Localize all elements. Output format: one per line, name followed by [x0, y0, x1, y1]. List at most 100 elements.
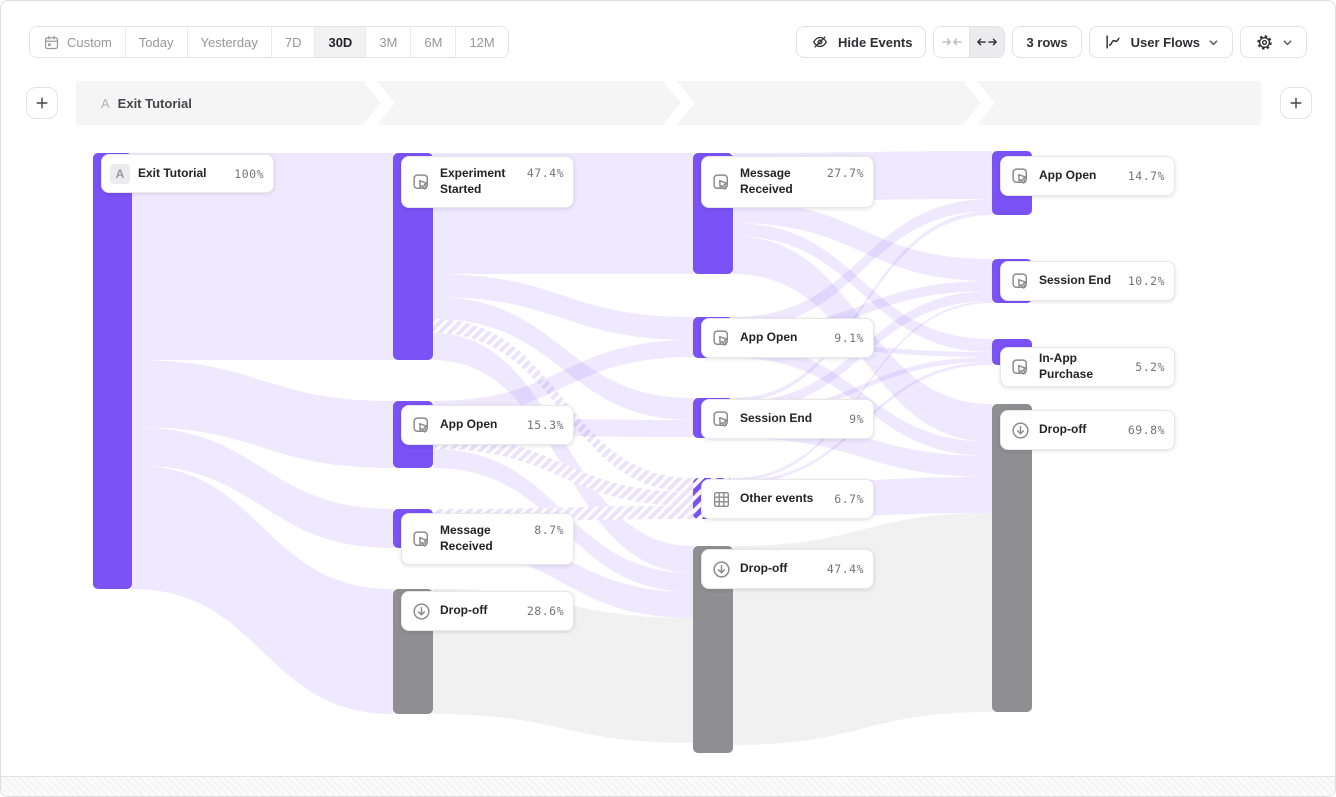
flow-node-app-open[interactable]: App Open 15.3%: [401, 405, 574, 445]
flow-link[interactable]: [733, 199, 992, 329]
flow-node-exit-tutorial[interactable]: A Exit Tutorial 100%: [101, 154, 274, 193]
flow-node-app-open[interactable]: App Open 14.7%: [1000, 156, 1175, 196]
flow-node-label: Other events: [740, 491, 814, 506]
flow-node-label: Session End: [1039, 273, 1112, 288]
hide-events-button[interactable]: Hide Events: [796, 26, 927, 58]
flow-link[interactable]: [433, 435, 693, 506]
view-selector-label: User Flows: [1130, 34, 1200, 50]
step-label-group[interactable]: A Exit Tutorial: [101, 81, 192, 125]
flow-link[interactable]: [733, 357, 992, 417]
step-letter-badge: A: [110, 163, 130, 184]
date-range-label: 12M: [469, 34, 495, 50]
flow-link[interactable]: [733, 211, 992, 402]
date-range-selector: Custom Today Yesterday 7D 30D 3M 6M 12M: [29, 26, 509, 58]
date-range-6m[interactable]: 6M: [411, 27, 457, 57]
flow-node-label: Drop-off: [1039, 422, 1087, 437]
flow-link[interactable]: [433, 340, 693, 418]
flow-node-percent: 47.4%: [826, 562, 864, 576]
date-range-30d[interactable]: 30D: [315, 27, 367, 57]
flow-node-percent: 100%: [234, 166, 264, 181]
hide-events-label: Hide Events: [838, 34, 913, 50]
event-cursor-icon: [710, 408, 732, 430]
flow-node-drop-off[interactable]: Drop-off 47.4%: [701, 549, 874, 589]
flow-node-drop-off[interactable]: Drop-off 28.6%: [401, 591, 574, 631]
flow-node-label: Experiment Started: [440, 166, 506, 196]
date-range-label: Today: [138, 34, 174, 50]
flow-node-app-open[interactable]: App Open 9.1%: [701, 318, 874, 358]
plus-icon: [1290, 97, 1302, 109]
flow-link[interactable]: [132, 153, 393, 360]
flow-node-label: In-App Purchase: [1039, 351, 1094, 381]
flow-node-label: Exit Tutorial: [138, 165, 207, 180]
flow-node-percent: 47.4%: [526, 166, 564, 180]
add-step-left-button[interactable]: [26, 87, 58, 119]
flow-node-other-events[interactable]: Other events 6.7%: [701, 479, 874, 519]
flow-link[interactable]: [733, 301, 992, 481]
flow-node-drop-off[interactable]: Drop-off 69.8%: [1000, 410, 1175, 450]
date-range-custom[interactable]: Custom: [30, 27, 126, 57]
step-band: A Exit Tutorial: [76, 81, 1261, 125]
date-range-today[interactable]: Today: [125, 27, 188, 57]
flow-node-label: Session End: [740, 411, 813, 426]
flow-bar-exit-tutorial[interactable]: [93, 153, 132, 589]
flow-link[interactable]: [733, 513, 992, 745]
chevron-down-icon: [1283, 39, 1292, 45]
flow-node-label: Drop-off: [740, 561, 788, 576]
sankey-svg: [93, 151, 1032, 753]
drop-off-arrow-icon: [410, 600, 432, 622]
flow-link[interactable]: [433, 333, 693, 573]
view-selector-button[interactable]: User Flows: [1088, 26, 1233, 58]
event-cursor-icon: [1009, 270, 1031, 292]
date-range-7d[interactable]: 7D: [271, 27, 316, 57]
flow-bar-drop-off[interactable]: [693, 546, 733, 753]
flow-node-in-app-purchase[interactable]: In-App Purchase 5.2%: [1000, 347, 1175, 387]
flow-node-session-end[interactable]: Session End 10.2%: [1000, 261, 1175, 301]
step-divider-chevron: [964, 81, 994, 125]
other-events-grid-icon: [710, 488, 732, 510]
line-chart-icon: [1103, 32, 1123, 52]
flow-node-label: Message Received: [440, 523, 493, 553]
date-range-3m[interactable]: 3M: [366, 27, 412, 57]
settings-button[interactable]: [1240, 26, 1307, 58]
flow-link[interactable]: [733, 223, 992, 352]
flow-node-label: Drop-off: [440, 603, 488, 618]
rows-label: 3 rows: [1026, 34, 1068, 50]
flow-node-session-end[interactable]: Session End 9%: [701, 399, 874, 439]
expand-columns-icon[interactable]: [969, 27, 1005, 57]
rows-button[interactable]: 3 rows: [1012, 26, 1082, 58]
flow-link[interactable]: [733, 201, 992, 281]
top-toolbar: Custom Today Yesterday 7D 30D 3M 6M 12M Hide Ev…: [29, 26, 1307, 58]
flow-node-experiment-started[interactable]: Experiment Started 47.4%: [401, 156, 574, 208]
flow-node-label: App Open: [740, 330, 798, 345]
event-cursor-icon: [410, 528, 432, 550]
date-range-label: Yesterday: [200, 34, 258, 50]
flow-node-percent: 27.7%: [826, 166, 864, 180]
flow-node-message-received[interactable]: Message Received 8.7%: [401, 513, 574, 565]
flow-link[interactable]: [433, 297, 693, 420]
date-range-label: 30D: [328, 34, 353, 50]
event-cursor-icon: [410, 414, 432, 436]
flow-node-message-received[interactable]: Message Received 27.7%: [701, 156, 874, 208]
plus-icon: [36, 97, 48, 109]
add-step-right-button[interactable]: [1280, 87, 1312, 119]
flow-node-percent: 69.8%: [1127, 423, 1165, 437]
calendar-icon: [43, 34, 60, 51]
date-range-12m[interactable]: 12M: [456, 27, 508, 57]
collapse-columns-icon[interactable]: [934, 27, 970, 57]
date-range-yesterday[interactable]: Yesterday: [187, 27, 272, 57]
flow-node-percent: 6.7%: [834, 492, 864, 506]
drop-off-arrow-icon: [710, 558, 732, 580]
flow-bar-drop-off[interactable]: [992, 404, 1032, 712]
flow-link[interactable]: [132, 465, 393, 714]
flow-link[interactable]: [132, 360, 393, 468]
eye-off-icon: [810, 32, 830, 52]
event-cursor-icon: [410, 171, 432, 193]
event-cursor-icon: [710, 327, 732, 349]
step-divider-chevron: [664, 81, 694, 125]
flow-link[interactable]: [433, 274, 693, 340]
flow-step-header: A Exit Tutorial: [1, 81, 1335, 125]
chevron-down-icon: [1209, 39, 1218, 45]
flow-link[interactable]: [132, 427, 393, 548]
date-range-label: 3M: [379, 34, 398, 50]
